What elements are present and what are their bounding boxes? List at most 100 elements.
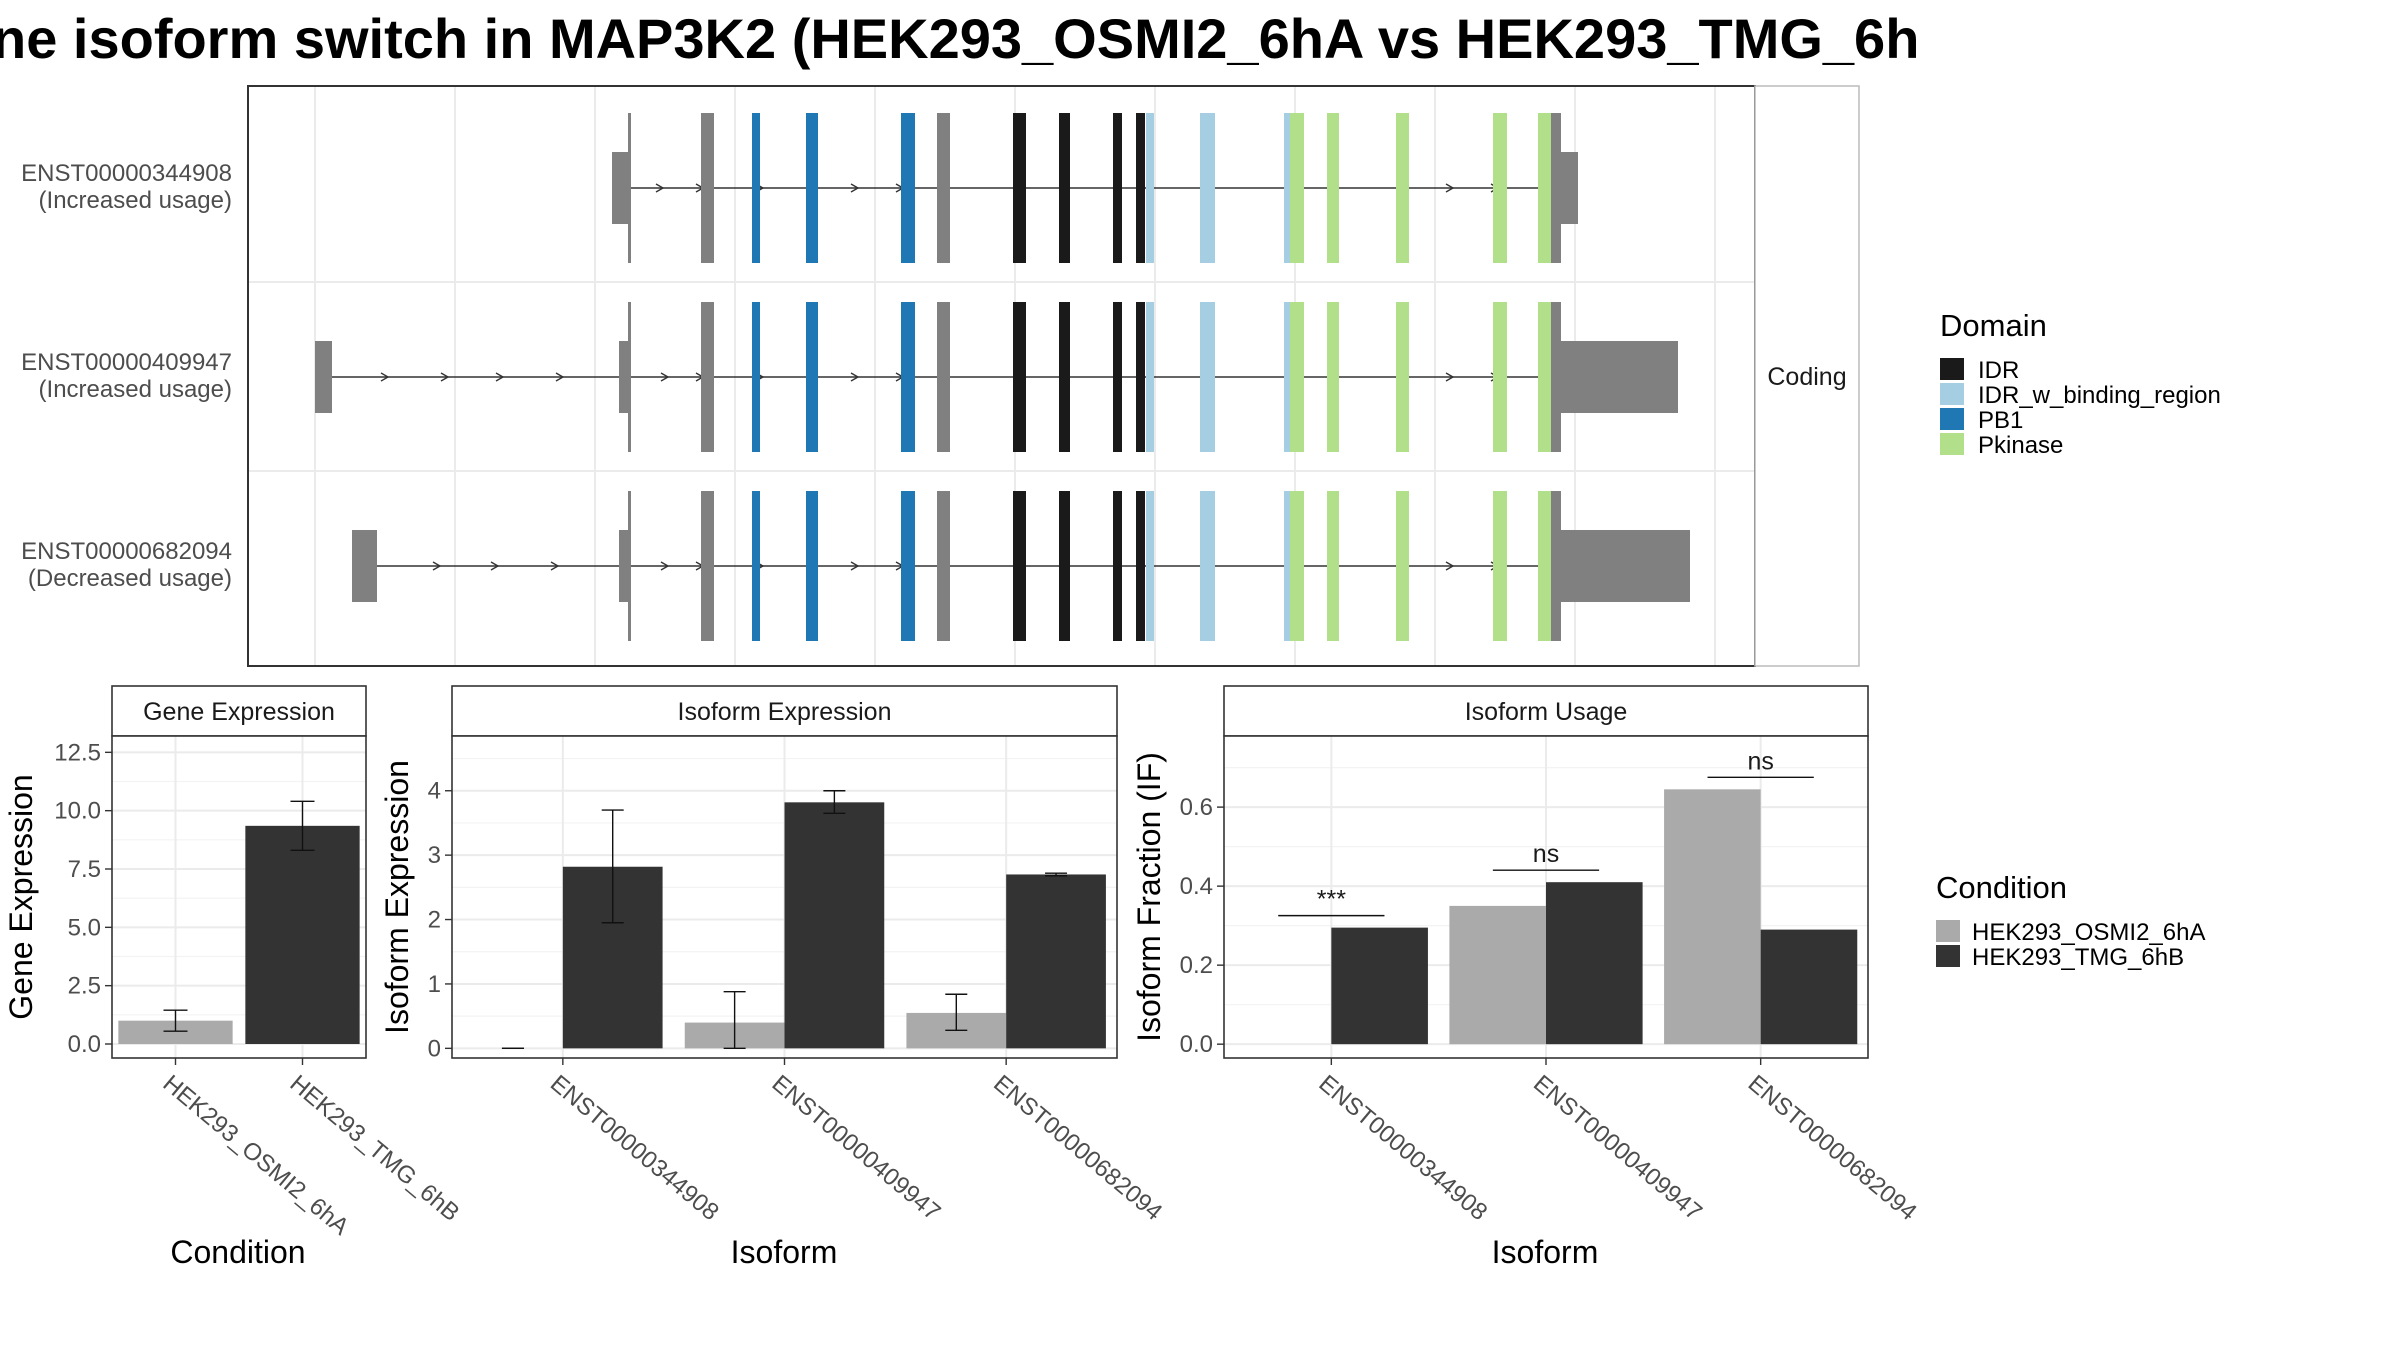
coding-strip-label: Coding	[1767, 363, 1846, 391]
coding-strip	[1754, 85, 1860, 667]
bar-enst00000409947-tmg	[784, 802, 885, 1049]
intron-direction-arrow	[555, 372, 565, 382]
figure-title: ne isoform switch in MAP3K2 (HEK293_OSMI…	[0, 7, 1919, 70]
intron-direction-arrow	[1445, 183, 1455, 193]
x-axis-title: Condition	[170, 1234, 305, 1270]
intron-direction-arrow	[380, 372, 390, 382]
intron-direction-arrow	[850, 183, 860, 193]
transcript-usage-3: (Decreased usage)	[28, 565, 232, 592]
condition-legend-title: Condition	[1936, 870, 2067, 905]
panel-title: Gene Expression	[143, 698, 335, 726]
exon-idr-w-binding-region	[1146, 302, 1154, 452]
isoform-usage-panel: Isoform Usage *** ns ns 0.0 0.2 0.4 0.6 ENST0000…	[1131, 685, 1922, 1270]
exon-idr	[1013, 491, 1026, 641]
y-tick-label: 5.0	[68, 914, 101, 941]
panel-strip	[451, 685, 1118, 737]
exon-idr	[1136, 302, 1145, 452]
coding-exon	[628, 113, 631, 263]
transcript-panel: Coding	[247, 85, 1860, 667]
transcript-label-3: ENST00000682094	[21, 538, 232, 565]
bar-enst00000682094-tmg	[1006, 874, 1106, 1049]
utr-exon	[1561, 152, 1578, 224]
exon-idr-w-binding-region	[1200, 302, 1215, 452]
panel-strip	[1223, 685, 1869, 737]
domain-legend: Domain IDR IDR_w_binding_region PB1 Pkin…	[1940, 308, 2221, 459]
isoform-expression-panel: Isoform Expression 0 1 2 3 4 ENST00000344908 EN…	[379, 685, 1167, 1270]
utr-exon	[1561, 341, 1678, 413]
significance-label: ns	[1747, 747, 1773, 775]
bar-enst00000409947-osmi2	[1449, 905, 1546, 1045]
transcript-row-2	[315, 302, 1678, 452]
domain-legend-title: Domain	[1940, 308, 2047, 343]
x-tick-label: ENST00000409947	[1528, 1070, 1707, 1226]
legend-label-osmi2: HEK293_OSMI2_6hA	[1972, 919, 2205, 946]
exon-pkinase	[1290, 113, 1304, 263]
exon-pkinase	[1290, 302, 1304, 452]
exon-idr	[1136, 491, 1145, 641]
y-tick-label: 0.0	[1180, 1031, 1213, 1058]
coding-exon	[1551, 491, 1561, 641]
y-tick-label: 0.0	[68, 1031, 101, 1058]
exon-pkinase	[1493, 113, 1507, 263]
panel-title: Isoform Expression	[678, 698, 892, 726]
exon-pkinase	[1396, 302, 1409, 452]
exon-idr-w-binding-region	[1200, 491, 1215, 641]
exon-pkinase	[1396, 491, 1409, 641]
legend-label-tmg: HEK293_TMG_6hB	[1972, 944, 2184, 971]
exon-pb1	[806, 491, 818, 641]
intron-direction-arrow	[850, 561, 860, 571]
coding-exon	[701, 491, 714, 641]
legend-label-idr-w-binding-region: IDR_w_binding_region	[1978, 382, 2221, 409]
legend-label-pkinase: Pkinase	[1978, 432, 2063, 459]
bar-enst00000682094-osmi2	[1664, 789, 1761, 1045]
bar-hek293_tmg_6hb	[245, 825, 360, 1044]
bar-enst00000409947-tmg	[1546, 882, 1643, 1045]
utr-exon	[619, 341, 628, 413]
x-tick-label: ENST00000344908	[1313, 1070, 1492, 1226]
y-tick-label: 7.5	[68, 856, 101, 883]
intron-direction-arrow	[1445, 372, 1455, 382]
significance-label: ***	[1317, 886, 1346, 914]
coding-exon	[628, 491, 631, 641]
exon-pb1	[752, 491, 760, 641]
legend-swatch-pb1	[1940, 408, 1964, 430]
y-tick-label: 2	[428, 907, 441, 934]
exon-pb1	[901, 491, 915, 641]
exon-pkinase	[1396, 113, 1409, 263]
utr-exon	[619, 530, 628, 602]
x-tick-label: ENST00000682094	[988, 1070, 1167, 1226]
y-tick-label: 3	[428, 842, 441, 869]
exon-pb1	[806, 302, 818, 452]
exon-pkinase	[1538, 302, 1551, 452]
exon-pb1	[901, 302, 915, 452]
exon-idr-w-binding-region	[1284, 491, 1290, 641]
intron-direction-arrow	[660, 561, 670, 571]
intron-direction-arrow	[432, 561, 442, 571]
exon-idr	[1113, 491, 1122, 641]
coding-exon	[937, 113, 950, 263]
exon-pkinase	[1327, 491, 1339, 641]
exon-pb1	[752, 302, 760, 452]
exon-idr	[1113, 113, 1122, 263]
coding-exon	[937, 302, 950, 452]
legend-swatch-pkinase	[1940, 433, 1964, 455]
y-tick-label: 0.2	[1180, 952, 1213, 979]
x-axis-title: Isoform	[1492, 1234, 1599, 1270]
bar-hek293_osmi2_6ha	[118, 1020, 233, 1044]
exon-pkinase	[1327, 113, 1339, 263]
exon-idr	[1136, 113, 1145, 263]
legend-label-pb1: PB1	[1978, 407, 2023, 434]
intron-direction-arrow	[655, 183, 665, 193]
condition-legend: Condition HEK293_OSMI2_6hA HEK293_TMG_6h…	[1936, 870, 2205, 971]
x-tick-label: ENST00000344908	[545, 1070, 724, 1226]
legend-swatch-idr-w-binding-region	[1940, 383, 1964, 405]
utr-exon	[1561, 530, 1690, 602]
intron-direction-arrow	[660, 372, 670, 382]
utr-exon	[352, 530, 377, 602]
legend-swatch-tmg	[1936, 945, 1960, 967]
utr-exon	[315, 341, 332, 413]
bar-enst00000344908-tmg	[1331, 927, 1428, 1045]
transcript-panel-frame	[247, 85, 1756, 667]
coding-exon	[1551, 113, 1561, 263]
